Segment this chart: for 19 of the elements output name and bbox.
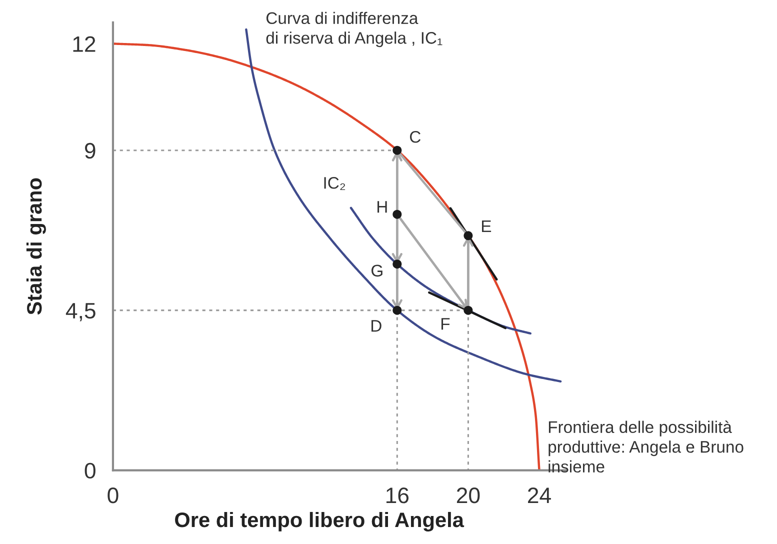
x-tick-label: 0 [108,488,118,504]
x-tick-label: 24 [528,488,551,504]
series-label: Curva di indifferenza di riserva di Angela , IC₁ [266,12,442,48]
data-label: F [441,318,450,330]
data-label: G [372,264,382,277]
series-label: Frontiera delle possibilità produttive: Angela e Bruno insieme [548,420,744,473]
data-label: E [482,220,492,232]
x-tick-label: 20 [456,488,480,504]
x-tick-label: 16 [386,488,409,504]
data-label: D [372,320,382,332]
data-label: H [378,201,387,213]
y-axis-title: Staia di grano [26,178,46,315]
y-tick-label: 9 [84,142,96,159]
series-label: IC₂ [324,176,346,190]
data-label: C [410,131,421,143]
y-tick-label: 4,5 [66,303,96,322]
y-tick-label: 12 [73,36,96,52]
x-axis-title: Ore di tempo libero di Angela [175,512,464,532]
y-tick-label: 0 [84,462,96,479]
